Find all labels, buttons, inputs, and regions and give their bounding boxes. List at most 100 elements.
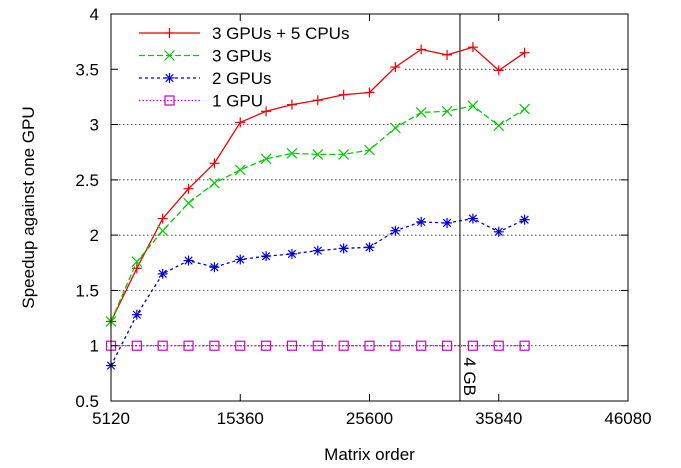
legend-marker xyxy=(164,50,175,61)
marker-stroke xyxy=(157,340,168,351)
marker-stroke xyxy=(364,144,375,156)
data-point xyxy=(467,213,478,224)
legend-label: 3 GPUs xyxy=(212,47,272,66)
data-point xyxy=(183,183,194,194)
data-point xyxy=(519,47,530,58)
marker-stroke xyxy=(236,255,245,264)
data-point xyxy=(157,268,168,279)
marker-stroke xyxy=(520,215,529,224)
legend-label: 3 GPUs + 5 CPUs xyxy=(212,24,349,43)
data-point xyxy=(364,242,375,253)
data-point xyxy=(209,158,220,169)
data-point xyxy=(519,340,530,351)
marker-stroke xyxy=(234,164,246,176)
data-point xyxy=(260,153,272,165)
data-point xyxy=(183,340,194,351)
series-line xyxy=(110,46,525,322)
marker-stroke xyxy=(339,244,348,253)
series-1 xyxy=(105,100,531,327)
x-tick-label: 25600 xyxy=(346,409,393,428)
data-point xyxy=(467,100,479,112)
marker-stroke xyxy=(164,50,175,61)
marker-stroke xyxy=(165,73,174,83)
marker-stroke xyxy=(158,269,167,279)
axis-ticks: 5120 15360 25600 35840 46080 0.5 1 1.5 2 2.5 3 3.5 4 xyxy=(75,5,651,428)
y-tick-label: 1 xyxy=(90,337,99,356)
data-point xyxy=(519,103,531,115)
marker-stroke xyxy=(468,214,478,223)
data-point xyxy=(312,340,323,351)
marker-stroke xyxy=(441,340,453,351)
y-tick-label: 2 xyxy=(90,226,99,245)
marker-stroke xyxy=(364,340,375,351)
data-point xyxy=(286,340,298,351)
marker-stroke xyxy=(391,226,400,235)
data-point xyxy=(235,117,246,128)
data-point xyxy=(286,248,297,259)
marker-stroke xyxy=(157,225,169,237)
marker-stroke xyxy=(519,103,531,115)
series-3 xyxy=(105,340,530,351)
data-point xyxy=(415,106,427,118)
marker-stroke xyxy=(312,149,324,160)
data-point xyxy=(338,149,350,160)
data-point xyxy=(442,49,453,60)
marker-stroke xyxy=(208,177,220,189)
marker-stroke xyxy=(338,149,350,160)
data-point xyxy=(131,340,142,351)
marker-stroke xyxy=(164,95,175,106)
marker-stroke xyxy=(417,217,426,227)
data-point xyxy=(416,44,427,55)
legend-marker xyxy=(164,73,175,83)
data-point xyxy=(235,340,246,351)
data-point xyxy=(235,254,246,265)
x-tick-label: 15360 xyxy=(217,409,264,428)
data-point xyxy=(416,216,427,227)
legend-label: 1 GPU xyxy=(212,92,263,111)
series-2 xyxy=(106,213,530,371)
marker-stroke xyxy=(287,249,297,259)
legend-label: 2 GPUs xyxy=(212,69,272,88)
plot-frame xyxy=(110,13,629,402)
data-point xyxy=(312,149,324,160)
data-point xyxy=(493,340,504,351)
data-point xyxy=(261,340,272,351)
marker-stroke xyxy=(467,100,479,112)
y-tick-label: 3.5 xyxy=(75,60,99,79)
marker-stroke xyxy=(210,263,219,272)
y-axis-title: Speedup against one GPU xyxy=(19,106,38,308)
data-point xyxy=(442,217,453,228)
x-axis-title: Matrix order xyxy=(324,445,415,464)
series-layer xyxy=(105,42,531,371)
data-point xyxy=(234,164,246,176)
data-point xyxy=(131,309,142,320)
marker-stroke xyxy=(441,105,453,117)
legend: 3 GPUs + 5 CPUs 3 GPUs 2 GPUs 1 GPU xyxy=(139,24,349,111)
data-point xyxy=(493,120,505,132)
data-point xyxy=(416,340,427,351)
x-tick-label: 5120 xyxy=(92,409,130,428)
data-point xyxy=(364,340,375,351)
data-point xyxy=(312,245,323,256)
data-point xyxy=(312,95,323,106)
data-point xyxy=(493,65,504,76)
data-point xyxy=(441,340,453,351)
marker-stroke xyxy=(312,340,323,351)
series-line xyxy=(110,217,525,366)
data-point xyxy=(493,226,504,237)
annotation-layer: 4 GB xyxy=(459,14,479,401)
marker-stroke xyxy=(235,340,246,351)
data-point xyxy=(183,255,194,266)
marker-stroke xyxy=(131,256,143,268)
marker-stroke xyxy=(389,122,401,134)
marker-stroke xyxy=(467,340,478,351)
data-point xyxy=(364,144,375,156)
marker-stroke xyxy=(183,197,194,209)
marker-stroke xyxy=(390,340,401,351)
marker-stroke xyxy=(286,340,298,351)
y-tick-label: 0.5 xyxy=(75,392,99,411)
data-point xyxy=(338,243,349,254)
marker-stroke xyxy=(209,340,220,351)
data-point xyxy=(441,105,453,117)
